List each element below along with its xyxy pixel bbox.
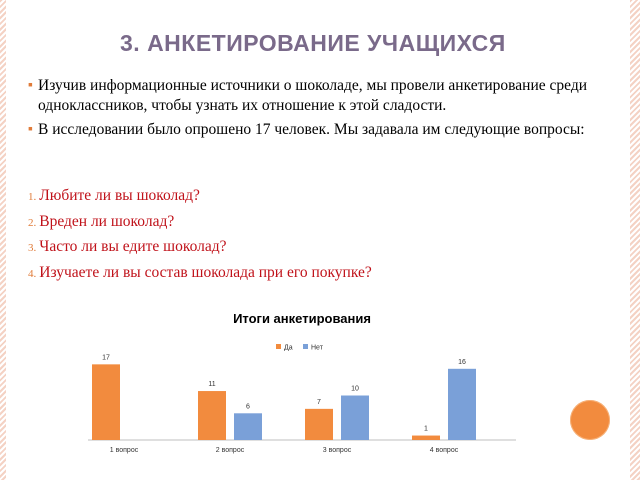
decorative-border-left <box>0 0 6 480</box>
question-number: 4. <box>28 267 37 280</box>
bar-net <box>234 413 262 440</box>
bullet-item: ▪ Изучив информационные источники о шоко… <box>28 76 618 116</box>
data-label: 11 <box>208 381 215 388</box>
bullet-list: ▪ Изучив информационные источники о шоко… <box>28 76 618 140</box>
question-text: Любите ли вы шоколад? <box>39 187 200 204</box>
bar-da <box>305 408 333 440</box>
question-text: Изучаете ли вы состав шоколада при его п… <box>39 263 372 281</box>
question-item: 1. Любите ли вы шоколад? <box>28 186 618 212</box>
question-item: 2. Вреден ли шоколад? <box>28 212 618 238</box>
data-label: 10 <box>351 386 359 393</box>
bar-da <box>92 364 120 440</box>
chart-title: Итоги анкетирования <box>233 311 371 326</box>
x-tick-label: 1 вопрос <box>110 447 139 454</box>
x-tick-label: 4 вопрос <box>430 447 459 454</box>
question-text: Часто ли вы едите шоколад? <box>39 238 227 255</box>
bullet-marker-icon: ▪ <box>28 122 33 137</box>
chart-svg: Итоги анкетирования Да Нет 171 вопрос116… <box>88 311 516 454</box>
bullet-text: Изучив информационные источники о шокола… <box>38 77 588 114</box>
slide-title: 3. АНКЕТИРОВАНИЕ УЧАЩИХСЯ <box>120 30 506 56</box>
decorative-circle <box>570 400 610 440</box>
data-label: 6 <box>246 403 250 410</box>
question-number: 2. <box>28 216 37 229</box>
bullet-marker-icon: ▪ <box>28 78 33 93</box>
decorative-border-right <box>630 0 640 480</box>
chart-legend: Да Нет <box>276 344 324 352</box>
results-chart: Итоги анкетирования Да Нет 17 1 вопрос 11 6… <box>80 306 530 476</box>
bullet-item: ▪ В исследовании было опрошено 17 челове… <box>28 120 618 140</box>
question-number: 1. <box>28 191 37 203</box>
question-item: 4. Изучаете ли вы состав шоколада при его… <box>28 263 618 289</box>
bar-da <box>412 435 440 440</box>
x-tick-label: 3 вопрос <box>323 447 352 454</box>
data-label: 17 <box>102 354 110 361</box>
bar-net <box>341 395 369 440</box>
bullet-text: В исследовании было опрошено 17 человек.… <box>38 121 585 138</box>
data-label: 16 <box>458 359 466 366</box>
bar-da <box>198 391 226 440</box>
question-item: 3. Часто ли вы едите шоколад? <box>28 237 618 263</box>
legend-swatch-da <box>276 344 281 349</box>
x-tick-label: 2 вопрос <box>216 447 245 454</box>
data-label: 1 <box>424 426 428 433</box>
bar-net <box>448 368 476 440</box>
legend-label-da: Да <box>284 345 293 352</box>
legend-swatch-net <box>303 344 308 349</box>
question-list: 1. Любите ли вы шоколад? 2. Вреден ли шоко… <box>28 186 618 288</box>
legend-label-net: Нет <box>311 345 324 352</box>
question-text: Вреден ли шоколад? <box>39 212 175 230</box>
data-label: 7 <box>317 399 321 406</box>
question-number: 3. <box>28 242 37 254</box>
